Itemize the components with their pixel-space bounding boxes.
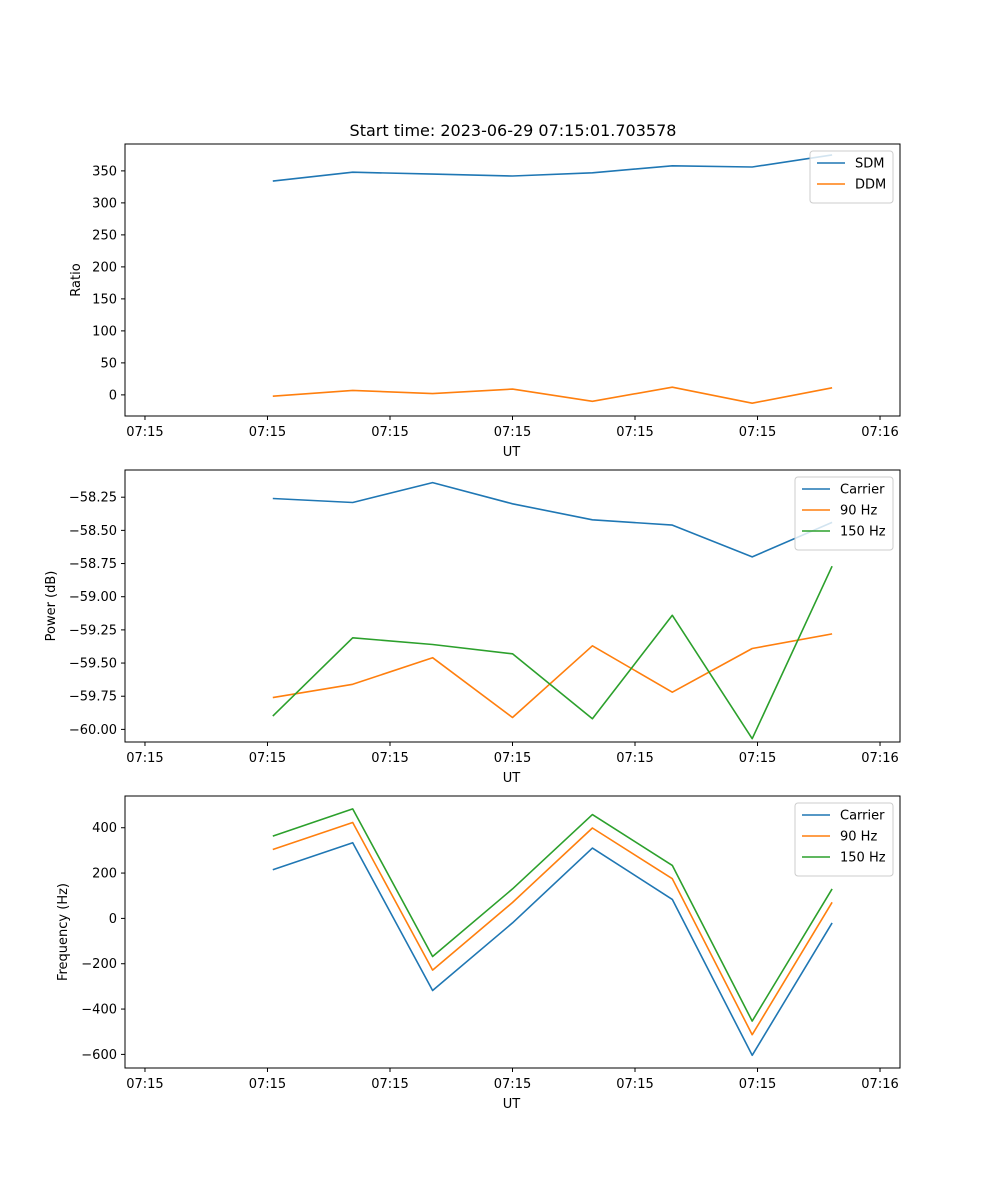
y-tick-label: 50	[100, 356, 117, 371]
x-axis-label: UT	[503, 445, 521, 460]
x-tick-label: 07:15	[371, 1077, 408, 1092]
y-tick-label: 250	[92, 228, 117, 243]
series-line-ddm	[272, 386, 833, 405]
legend-entry: 150 Hz	[840, 525, 886, 540]
chart-panel-2: 07:15 07:15 07:15 07:15 07:15 07:15 07:16 −60.0…	[44, 469, 901, 786]
legend-entry: Carrier	[840, 483, 885, 498]
legend-entry: SDM	[855, 157, 884, 172]
y-axis-label: Ratio	[69, 263, 84, 296]
y-tick-label: 200	[92, 260, 117, 275]
x-tick-label: 07:15	[249, 751, 286, 766]
legend-entry: 90 Hz	[840, 504, 877, 519]
legend-entry: DDM	[855, 178, 886, 193]
x-tick-label: 07:15	[739, 751, 776, 766]
x-tick-label: 07:15	[494, 751, 531, 766]
legend: Carrier 90 Hz 150 Hz	[794, 476, 894, 551]
series-line-sdm	[272, 154, 833, 182]
x-tick-label: 07:15	[616, 1077, 653, 1092]
y-tick-label: −60.00	[69, 723, 117, 738]
x-tick-label: 07:16	[861, 751, 898, 766]
y-tick-label: −59.50	[69, 657, 117, 672]
y-tick-label: −58.50	[69, 524, 117, 539]
x-tick-label: 07:15	[616, 751, 653, 766]
y-tick-label: 0	[109, 388, 117, 403]
x-tick-label: 07:15	[249, 425, 286, 440]
y-tick-label: −58.25	[69, 491, 117, 506]
series-line-carrier	[272, 841, 833, 1057]
legend-frame	[809, 150, 894, 204]
chart-panel-1: 07:15 07:15 07:15 07:15 07:15 07:15 07:16 0 50 10…	[69, 143, 901, 460]
axes-frame	[124, 143, 901, 417]
y-tick-label: −400	[81, 1003, 117, 1018]
axes-frame	[124, 469, 901, 743]
series-line-90-hz	[272, 821, 833, 1036]
x-tick-label: 07:15	[249, 1077, 286, 1092]
y-tick-label: −59.00	[69, 590, 117, 605]
y-tick-label: 150	[92, 292, 117, 307]
y-tick-label: −600	[81, 1048, 117, 1063]
legend-entry: 150 Hz	[840, 851, 886, 866]
y-tick-label: 100	[92, 324, 117, 339]
x-tick-label: 07:15	[126, 751, 163, 766]
x-tick-label: 07:16	[861, 425, 898, 440]
x-tick-label: 07:15	[616, 425, 653, 440]
series-line-carrier	[272, 481, 833, 558]
y-axis-label: Power (dB)	[44, 571, 59, 642]
x-tick-label: 07:15	[739, 425, 776, 440]
x-tick-label: 07:15	[494, 1077, 531, 1092]
x-tick-label: 07:16	[861, 1077, 898, 1092]
series-line-150-hz	[272, 808, 833, 1022]
chart-panel-3: 07:15 07:15 07:15 07:15 07:15 07:15 07:16 −600 −…	[56, 795, 901, 1112]
y-tick-label: −59.75	[69, 690, 117, 705]
series-line-90-hz	[272, 633, 833, 719]
x-tick-label: 07:15	[371, 751, 408, 766]
figure-title: Start time: 2023-06-29 07:15:01.703578	[350, 121, 677, 140]
y-tick-label: −59.25	[69, 623, 117, 638]
legend-entry: Carrier	[840, 809, 885, 824]
x-tick-label: 07:15	[739, 1077, 776, 1092]
x-tick-label: 07:15	[494, 425, 531, 440]
y-tick-label: 350	[92, 164, 117, 179]
y-axis-label: Frequency (Hz)	[56, 883, 71, 981]
x-axis-label: UT	[503, 1097, 521, 1112]
y-tick-label: 0	[109, 912, 117, 927]
legend-entry: 90 Hz	[840, 830, 877, 845]
axes-frame	[124, 795, 901, 1069]
y-tick-label: 200	[92, 867, 117, 882]
x-tick-label: 07:15	[371, 425, 408, 440]
x-tick-label: 07:15	[126, 1077, 163, 1092]
x-tick-label: 07:15	[126, 425, 163, 440]
y-tick-label: −58.75	[69, 557, 117, 572]
y-tick-label: 300	[92, 196, 117, 211]
legend: SDM DDM	[809, 150, 894, 204]
y-tick-label: 400	[92, 821, 117, 836]
legend: Carrier 90 Hz 150 Hz	[794, 802, 894, 877]
series-line-150-hz	[272, 565, 833, 740]
x-axis-label: UT	[503, 771, 521, 786]
y-tick-label: −200	[81, 957, 117, 972]
